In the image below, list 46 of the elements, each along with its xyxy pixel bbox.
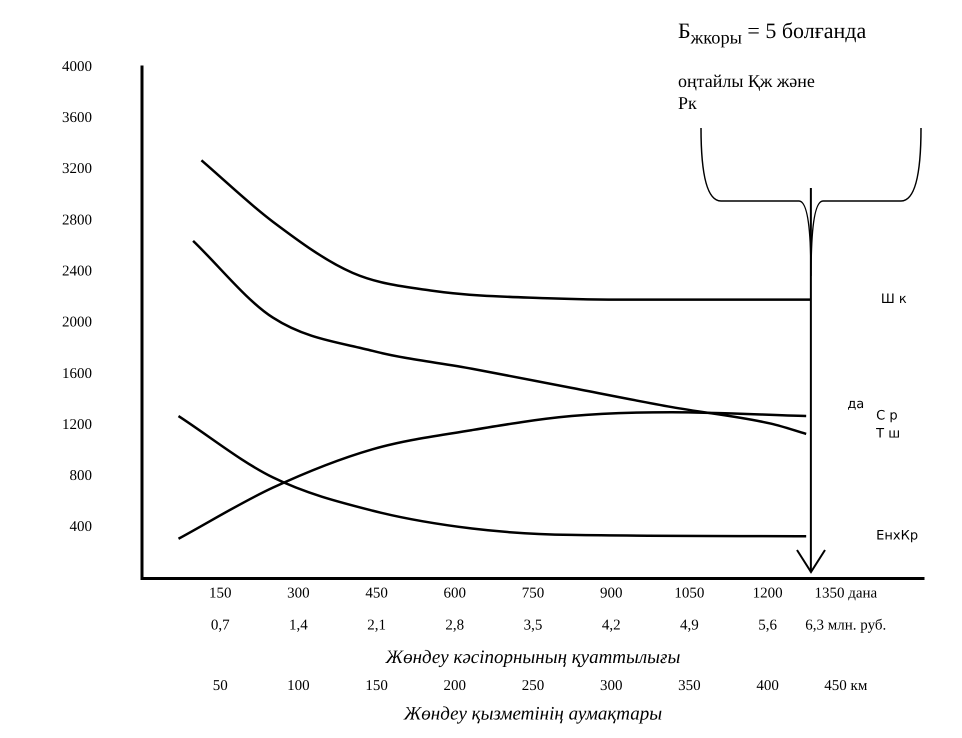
x2-tick-label: 1,4 bbox=[289, 617, 308, 634]
x2-tick-label: 4,2 bbox=[602, 617, 621, 634]
text: 100 bbox=[287, 678, 310, 694]
x2-tick-label: 2,1 bbox=[367, 617, 386, 634]
text: Жөндеу қызметінің аумақтары bbox=[402, 704, 662, 725]
x-tick-label: 300 bbox=[287, 585, 310, 602]
x2-tick-label: 0,7 bbox=[210, 617, 230, 634]
y-tick-label: 400 bbox=[70, 519, 92, 536]
text: Т ш bbox=[875, 426, 900, 442]
x-axis-title: Жөндеу кәсіпорнының қуаттылығы bbox=[384, 646, 680, 668]
x2-tick-label: 3,5 bbox=[524, 617, 542, 634]
text: 50 bbox=[212, 678, 228, 694]
y-tick-label: 1600 bbox=[62, 366, 92, 382]
y-tick-label: 3600 bbox=[62, 110, 92, 126]
annotation: да bbox=[847, 396, 864, 412]
text: 200 bbox=[444, 678, 466, 694]
x2-tick-label: 6,3 млн. руб. bbox=[805, 617, 886, 634]
y-tick-label: 800 bbox=[70, 468, 92, 484]
x-tick-label: 750 bbox=[522, 585, 544, 602]
x-tick-label: 1050 bbox=[674, 585, 704, 602]
x-tick-label: 1350 дана bbox=[814, 585, 878, 602]
text: Ш к bbox=[880, 292, 907, 308]
y-tick-label: 3200 bbox=[62, 161, 92, 178]
x-tick-label: 1200 bbox=[752, 585, 783, 602]
text: С р bbox=[876, 408, 898, 424]
x-tick-label: 600 bbox=[444, 585, 466, 602]
y-tick-label: 1200 bbox=[62, 416, 92, 433]
text: 150 bbox=[365, 678, 388, 694]
x2-tick-label: 5,6 bbox=[758, 617, 778, 634]
y-tick-label: 2000 bbox=[62, 314, 92, 331]
x-tick-label: 150 bbox=[208, 585, 232, 602]
x-tick-label: 900 bbox=[600, 585, 622, 602]
x-tick-label: 450 bbox=[365, 585, 388, 602]
x2-tick-label: 4,9 bbox=[680, 617, 699, 634]
text: ЕнхКр bbox=[876, 528, 918, 544]
chart-title: Б$_{жкоры}$ = 5 болғанда bbox=[678, 18, 866, 48]
y-tick-label: 2400 bbox=[62, 263, 92, 280]
text: 300 bbox=[600, 678, 622, 694]
text: 450 км bbox=[824, 678, 868, 694]
text: оңтайлы Қж және Рк bbox=[678, 70, 816, 114]
x2-tick-label: 2,8 bbox=[445, 617, 464, 634]
y-tick-label: 4000 bbox=[62, 58, 92, 75]
text: 400 bbox=[756, 678, 779, 694]
y-tick-label: 2800 bbox=[62, 212, 92, 228]
text: 250 bbox=[522, 678, 544, 694]
text: 350 bbox=[678, 678, 701, 694]
